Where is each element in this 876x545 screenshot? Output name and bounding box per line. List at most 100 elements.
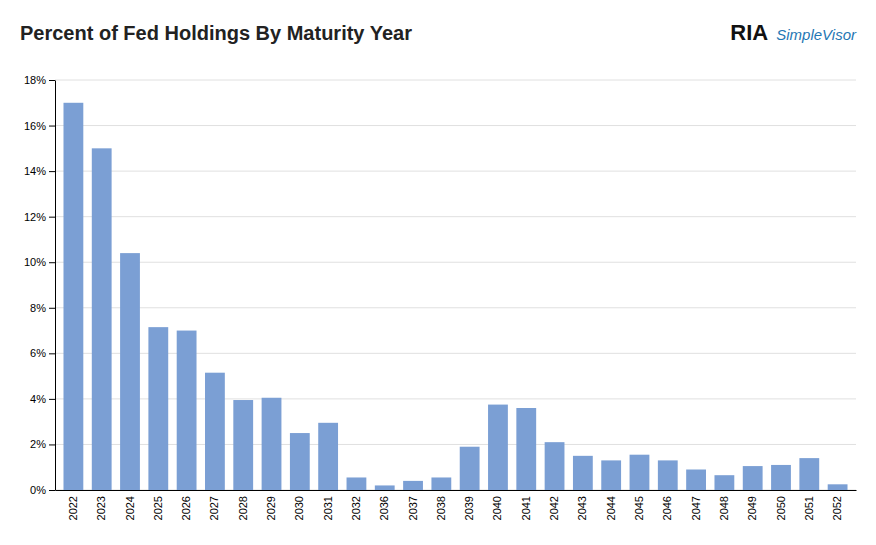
x-tick-label: 2032 (350, 496, 362, 520)
x-tick: 2046 (661, 496, 673, 520)
x-tick-label: 2045 (633, 496, 645, 520)
grid-line (55, 353, 856, 354)
plot: 0%2%4%6%8%10%12%14%16%18%202220232024202… (24, 74, 857, 520)
grid-line (55, 216, 856, 217)
x-tick-label: 2052 (831, 496, 843, 520)
x-tick: 2023 (95, 496, 107, 520)
y-tick: 14% (24, 165, 55, 177)
x-axis-line (56, 490, 857, 491)
y-tick-mark (49, 490, 55, 491)
x-tick: 2049 (746, 496, 758, 520)
y-tick: 6% (30, 347, 55, 359)
x-tick: 2041 (520, 496, 532, 520)
x-tick: 2028 (237, 496, 249, 520)
x-tick-label: 2047 (690, 496, 702, 520)
y-tick-mark (49, 399, 55, 400)
bar (743, 466, 763, 490)
grid-line (55, 398, 856, 399)
x-tick: 2031 (322, 496, 334, 520)
y-tick: 0% (30, 484, 55, 496)
grid-line (55, 307, 856, 308)
bar (545, 442, 565, 490)
bar (714, 475, 734, 490)
x-tick: 2027 (208, 496, 220, 520)
y-tick-label: 2% (30, 438, 46, 450)
x-tick: 2045 (633, 496, 645, 520)
chart-container: Percent of Fed Holdings By Maturity Year… (0, 0, 876, 545)
bar (262, 398, 282, 490)
y-tick-mark (49, 444, 55, 445)
x-tick-label: 2050 (775, 496, 787, 520)
bar (658, 460, 678, 490)
x-tick: 2025 (152, 496, 164, 520)
y-tick-label: 6% (30, 347, 46, 359)
x-tick: 2036 (378, 496, 390, 520)
y-tick-label: 0% (30, 484, 46, 496)
bar (488, 405, 508, 490)
bar (516, 408, 536, 490)
x-tick: 2052 (831, 496, 843, 520)
grid-line (55, 125, 856, 126)
y-tick: 2% (30, 438, 55, 450)
bar (375, 485, 395, 490)
bar (630, 455, 650, 490)
x-tick: 2026 (180, 496, 192, 520)
x-tick-label: 2039 (463, 496, 475, 520)
bar (63, 103, 83, 490)
bars (63, 103, 847, 490)
y-tick-label: 8% (30, 302, 46, 314)
x-tick-label: 2040 (491, 496, 503, 520)
x-tick-label: 2046 (661, 496, 673, 520)
y-tick-mark (49, 308, 55, 309)
x-axis: 2022 2023 2024 2025 2026 2027 2028 2029 2030 2031… (56, 491, 857, 521)
x-tick: 2032 (350, 496, 362, 520)
bar (573, 456, 593, 490)
y-tick-label: 16% (24, 120, 46, 132)
x-tick-label: 2044 (605, 496, 617, 520)
x-tick: 2051 (803, 496, 815, 520)
y-tick-mark (49, 171, 55, 172)
x-tick-label: 2023 (95, 496, 107, 520)
y-tick: 10% (24, 256, 55, 268)
x-tick-label: 2041 (520, 496, 532, 520)
grid (55, 80, 856, 490)
y-axis-line (55, 81, 56, 491)
x-tick-label: 2048 (718, 496, 730, 520)
x-tick: 2022 (67, 496, 79, 520)
x-tick-label: 2022 (67, 496, 79, 520)
x-tick-label: 2027 (208, 496, 220, 520)
y-tick: 16% (24, 120, 55, 132)
y-tick: 12% (24, 211, 55, 223)
y-tick-label: 18% (24, 74, 46, 86)
x-tick-label: 2024 (124, 496, 136, 520)
y-tick-mark (49, 217, 55, 218)
chart-svg: Percent of Fed Holdings By Maturity Year… (0, 0, 876, 545)
grid-line (55, 444, 856, 445)
y-tick-mark (49, 126, 55, 127)
x-tick: 2043 (576, 496, 588, 520)
bar (431, 477, 451, 490)
y-tick-label: 12% (24, 211, 46, 223)
bar (92, 148, 112, 490)
bar (120, 253, 140, 490)
x-tick: 2050 (775, 496, 787, 520)
x-tick-label: 2028 (237, 496, 249, 520)
bar (290, 433, 310, 490)
x-tick-label: 2043 (576, 496, 588, 520)
x-tick-label: 2036 (378, 496, 390, 520)
grid-line (55, 262, 856, 263)
y-tick-label: 4% (30, 393, 46, 405)
x-tick-label: 2037 (407, 496, 419, 520)
x-tick-label: 2049 (746, 496, 758, 520)
x-tick: 2029 (265, 496, 277, 520)
bar (460, 447, 480, 490)
x-tick: 2024 (124, 496, 136, 520)
bar (601, 460, 621, 490)
y-tick: 4% (30, 393, 55, 405)
bar (686, 470, 706, 491)
x-tick: 2030 (293, 496, 305, 520)
y-tick-label: 10% (24, 256, 46, 268)
x-tick: 2039 (463, 496, 475, 520)
grid-line (55, 80, 856, 81)
x-tick-label: 2051 (803, 496, 815, 520)
